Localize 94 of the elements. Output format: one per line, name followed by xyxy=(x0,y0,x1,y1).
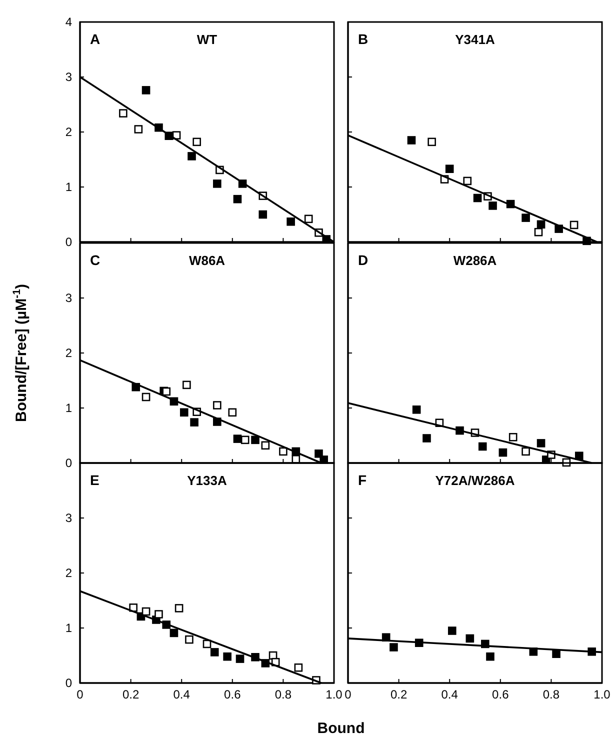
y-tick-label: 3 xyxy=(65,290,72,305)
point xyxy=(536,439,546,448)
point xyxy=(412,406,421,414)
x-tick-label: 0 xyxy=(76,688,84,702)
point xyxy=(223,652,232,661)
point xyxy=(188,152,196,160)
point xyxy=(213,401,222,410)
point xyxy=(498,448,508,457)
point xyxy=(314,450,323,458)
point xyxy=(508,433,518,442)
x-tick-label: 0.8 xyxy=(542,688,560,702)
text: Y133A xyxy=(187,473,228,488)
y-tick-label: 2 xyxy=(65,346,72,360)
point xyxy=(233,434,242,443)
text: Y72A/W286A xyxy=(435,473,516,488)
point xyxy=(522,214,530,222)
point xyxy=(466,634,474,643)
x-tick-label: 0.8 xyxy=(274,688,292,702)
annotation: F xyxy=(358,472,367,488)
annotation: C xyxy=(90,252,100,268)
point xyxy=(228,408,237,417)
x-axis-title: Bound xyxy=(317,720,365,737)
point xyxy=(142,607,150,616)
point xyxy=(182,380,191,390)
x-tick-label: 0.2 xyxy=(122,688,140,702)
annotation: B xyxy=(358,31,368,47)
point xyxy=(210,648,219,656)
y-tick-label: 2 xyxy=(65,124,72,139)
text: WT xyxy=(196,32,218,47)
point xyxy=(190,418,198,426)
point xyxy=(294,663,303,672)
text: W86A xyxy=(188,253,226,268)
point xyxy=(154,610,163,618)
y-tick-label: 0 xyxy=(65,234,72,249)
point xyxy=(486,652,494,661)
point xyxy=(129,604,138,612)
point xyxy=(488,202,497,210)
point xyxy=(170,628,178,638)
y-tick-label: 4 xyxy=(65,14,72,29)
point xyxy=(233,194,242,204)
annotation: A xyxy=(90,31,100,47)
point xyxy=(448,626,456,635)
x-tick-label: 1.0 xyxy=(594,688,611,702)
point xyxy=(258,210,268,219)
point xyxy=(552,650,560,658)
point xyxy=(213,180,222,188)
point xyxy=(236,654,244,663)
point xyxy=(574,452,584,460)
point xyxy=(142,86,150,94)
y-tick-label: 0 xyxy=(65,456,72,470)
point xyxy=(292,455,300,464)
point xyxy=(174,604,184,612)
y-tick-label: 2 xyxy=(65,566,72,580)
point xyxy=(240,436,250,444)
point xyxy=(536,220,546,229)
point xyxy=(390,643,398,652)
point xyxy=(261,441,270,450)
point xyxy=(478,442,487,451)
x-tick-label: 0.6 xyxy=(492,688,510,702)
point xyxy=(192,138,201,146)
point xyxy=(570,220,578,230)
x-tick-label: 0.6 xyxy=(224,688,242,702)
x-tick-label: 0 xyxy=(344,688,352,702)
point xyxy=(522,447,530,456)
x-tick-label: 0.2 xyxy=(390,688,408,702)
text: Y341A xyxy=(455,32,496,47)
y-tick-label: 3 xyxy=(65,510,72,525)
point xyxy=(180,408,188,417)
point xyxy=(534,228,543,236)
point xyxy=(422,434,431,442)
annotation: E xyxy=(90,472,100,488)
point xyxy=(142,392,150,402)
point xyxy=(286,218,295,226)
y-tick-label: 1 xyxy=(65,400,72,415)
text: W286A xyxy=(453,253,498,268)
point xyxy=(251,436,260,444)
point xyxy=(119,109,128,118)
y-tick-label: 1 xyxy=(65,620,72,635)
x-tick-label: 1.0 xyxy=(326,688,343,702)
point xyxy=(445,164,454,173)
point xyxy=(185,635,194,644)
y-tick-label: 0 xyxy=(65,676,72,690)
y-tick-label: 1 xyxy=(65,180,72,194)
point xyxy=(304,214,313,224)
point xyxy=(428,138,436,146)
x-tick-label: 0.4 xyxy=(441,688,458,702)
x-tick-label: 0.4 xyxy=(173,688,190,702)
point xyxy=(473,194,482,202)
annotation: D xyxy=(358,252,368,268)
point xyxy=(463,176,472,186)
point xyxy=(407,136,416,144)
point xyxy=(134,125,143,134)
point xyxy=(279,447,288,456)
y-tick-label: 3 xyxy=(65,70,72,84)
